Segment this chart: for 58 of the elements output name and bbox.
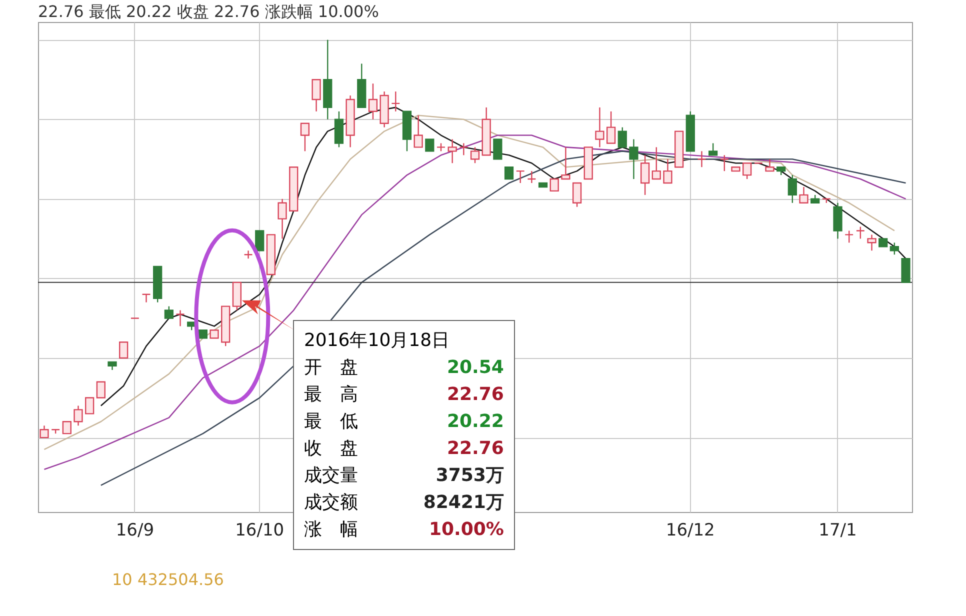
candlestick bbox=[765, 158, 774, 172]
candlestick bbox=[561, 146, 570, 180]
candlestick bbox=[844, 230, 854, 244]
candlestick bbox=[119, 341, 128, 359]
candlestick bbox=[833, 202, 842, 240]
candlestick bbox=[663, 158, 672, 184]
candlestick bbox=[96, 381, 106, 398]
candlestick bbox=[164, 306, 174, 319]
candlestick bbox=[414, 114, 423, 148]
candlestick bbox=[85, 397, 94, 414]
candlestick bbox=[697, 150, 706, 168]
candlestick bbox=[720, 154, 729, 172]
x-tick-label: 16/9 bbox=[116, 520, 154, 540]
candlestick bbox=[232, 282, 242, 311]
candlestick bbox=[300, 122, 310, 152]
info-panel: 2016年10月18日 开 盘 20.54 最 高 22.76 最 低 20.22 收 盘 22.76 成交量 3753万 成交额 82421万 涨 幅 10.00% bbox=[292, 320, 515, 550]
candlestick bbox=[606, 110, 616, 144]
candlestick bbox=[799, 186, 808, 204]
candlestick bbox=[856, 226, 865, 240]
candlestick bbox=[391, 90, 400, 112]
candlestick bbox=[493, 138, 502, 160]
x-tick-label: 17/1 bbox=[818, 520, 857, 540]
candlestick bbox=[40, 425, 49, 438]
candlestick bbox=[425, 138, 434, 152]
candlestick bbox=[640, 154, 650, 196]
candlestick bbox=[708, 142, 718, 156]
candlestick bbox=[368, 82, 378, 120]
candlestick bbox=[176, 310, 185, 327]
candlestick bbox=[890, 242, 899, 256]
text: 22.76 最低 20.22 收盘 22.76 涨跌幅 10.00% bbox=[38, 2, 379, 23]
candlestick bbox=[448, 138, 457, 164]
candlestick bbox=[629, 138, 638, 180]
candlestick bbox=[74, 405, 83, 426]
x-tick-label: 16/12 bbox=[666, 520, 715, 540]
candlestick bbox=[901, 258, 910, 284]
annotation: 2016年10月18日 bbox=[304, 329, 451, 354]
candlestick bbox=[470, 146, 480, 164]
candlestick bbox=[572, 182, 582, 208]
candlestick bbox=[618, 126, 627, 148]
candlestick bbox=[255, 230, 264, 252]
candlestick bbox=[62, 421, 72, 434]
candlestick bbox=[867, 234, 876, 252]
candlestick bbox=[334, 110, 344, 148]
text: 10 432504.56 bbox=[112, 570, 224, 589]
candlestick bbox=[142, 294, 151, 303]
candlestick bbox=[278, 198, 287, 240]
candlestick bbox=[527, 170, 536, 184]
candlestick bbox=[516, 170, 525, 184]
candlestick bbox=[742, 162, 752, 180]
candlestick bbox=[595, 106, 604, 148]
candlestick bbox=[788, 174, 797, 204]
candlestick bbox=[244, 250, 253, 260]
candlestick bbox=[459, 142, 468, 156]
candlestick bbox=[550, 178, 559, 192]
x-tick-label: 16/10 bbox=[235, 520, 284, 540]
candlestick bbox=[652, 146, 661, 180]
candlestick bbox=[312, 78, 321, 112]
candlestick bbox=[504, 166, 514, 180]
